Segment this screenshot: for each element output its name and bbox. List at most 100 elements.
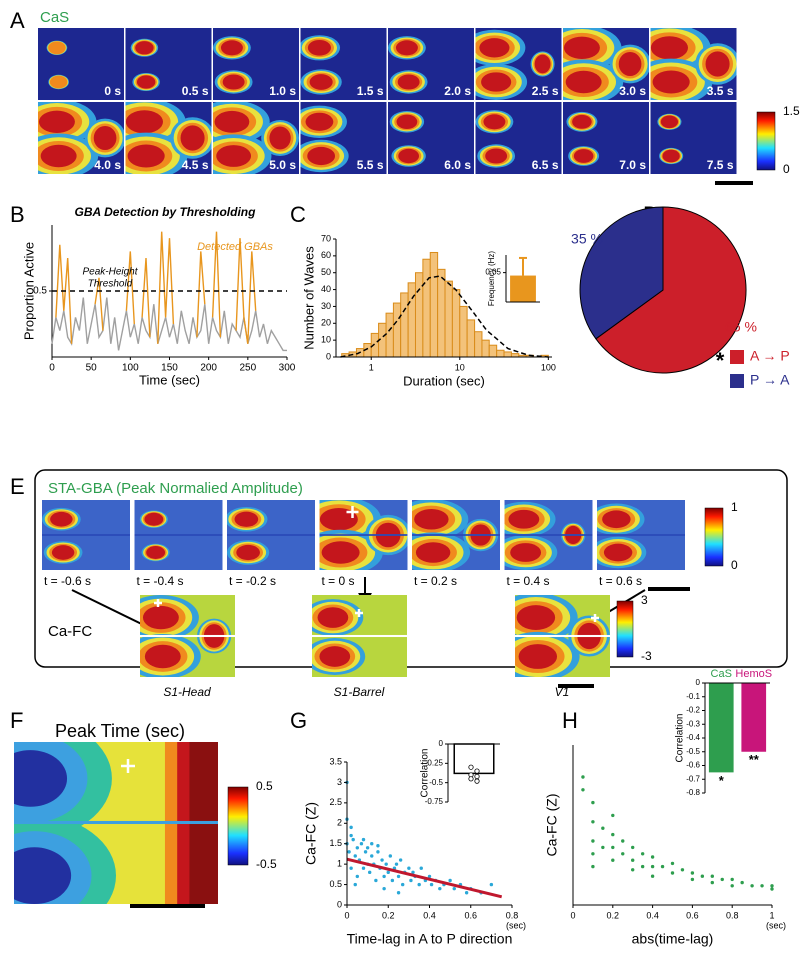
data-point <box>581 788 585 792</box>
heat-blob <box>144 512 164 526</box>
y-tick-label: -0.4 <box>686 733 700 742</box>
y-tick-label: -0.1 <box>686 692 700 701</box>
fit-curve <box>340 275 549 358</box>
colorbar-tick-label: 0 <box>731 558 738 572</box>
x-tick-label: 150 <box>161 363 178 374</box>
data-point <box>417 882 421 887</box>
x-tick-label: 0.8 <box>726 910 739 920</box>
data-point <box>700 874 705 878</box>
category-label: CaS <box>711 668 732 680</box>
y-tick-label: 3.5 <box>329 756 342 766</box>
panel-title: Peak Time (sec) <box>55 721 185 741</box>
data-point <box>438 886 442 891</box>
y-tick-label: 50 <box>321 267 331 277</box>
heat-blob <box>48 41 66 55</box>
x-tick-label: 0.4 <box>646 910 659 920</box>
heatmap <box>38 102 124 174</box>
histogram-bar <box>451 289 461 358</box>
y-tick-label: 20 <box>321 318 331 328</box>
frame-time: t = 0.4 s <box>507 574 550 588</box>
data-point <box>611 813 615 818</box>
heat-blob <box>396 114 418 130</box>
midline <box>227 534 315 536</box>
y-tick-label: -0.5 <box>429 778 443 787</box>
data-point <box>770 884 774 888</box>
heat-blob <box>180 125 205 151</box>
frame-time: 2.0 s <box>444 84 471 98</box>
data-point <box>650 855 655 859</box>
midline <box>597 534 685 536</box>
data-point <box>427 874 432 879</box>
heat-blob <box>573 149 594 163</box>
x-axis-label: Duration (sec) <box>403 373 485 388</box>
data-point <box>365 846 370 850</box>
y-tick-label: 0.5 <box>33 286 47 297</box>
frame-time: t = -0.2 s <box>229 574 276 588</box>
frame-time: t = 0.2 s <box>414 574 457 588</box>
x-tick-label: 0.2 <box>607 910 620 920</box>
y-tick-label: 2.5 <box>329 797 342 807</box>
colorbar-tick-label: 0 <box>783 162 790 176</box>
colorbar-tick-label: 0.5 <box>256 779 273 793</box>
data-point <box>690 877 695 882</box>
midline <box>412 534 500 536</box>
frame-time: t = 0 s <box>322 574 355 588</box>
panel-e-box <box>34 469 788 668</box>
y-tick-label: -0.25 <box>425 758 444 767</box>
heatmap <box>227 500 315 570</box>
panel-label: B <box>10 202 25 227</box>
heat-blob <box>660 115 679 129</box>
midline <box>42 534 130 536</box>
x-tick-label: 50 <box>86 363 98 374</box>
y-tick-label: 10 <box>321 335 331 345</box>
data-point <box>720 877 724 882</box>
heatmap <box>515 595 610 677</box>
midline <box>504 534 593 536</box>
x-tick-label: 0.6 <box>686 910 699 920</box>
heat-blob <box>216 145 252 167</box>
histogram-bar <box>496 349 505 358</box>
heatmap <box>475 102 562 174</box>
y-tick-label: -0.8 <box>686 788 700 797</box>
frame-time: 1.5 s <box>357 84 384 98</box>
heatmap <box>300 102 387 174</box>
bar <box>708 683 734 773</box>
heatmap <box>563 102 649 174</box>
heat-blob <box>397 74 420 90</box>
y-tick-label: 40 <box>321 284 331 294</box>
data-point <box>376 850 380 854</box>
histogram-bar <box>444 280 453 358</box>
y-tick-label: 30 <box>321 301 331 311</box>
legend-label: A → P <box>750 348 790 364</box>
region-label: S1-Barrel <box>334 685 385 699</box>
x-tick-label: 0.8 <box>506 910 519 920</box>
frame-time: 7.5 s <box>707 158 734 172</box>
data-point <box>621 839 625 843</box>
heat-blob <box>415 542 451 563</box>
frame-time: t = -0.4 s <box>137 574 184 588</box>
data-point <box>640 852 645 856</box>
heat-blob <box>485 148 508 164</box>
heatmap <box>312 595 407 677</box>
frame-time: 6.0 s <box>444 158 471 172</box>
frame-time: 2.5 s <box>532 84 559 98</box>
x-tick-label: 10 <box>455 362 465 372</box>
y-tick-label: 0 <box>326 351 331 361</box>
heat-blob <box>395 40 418 56</box>
y-tick-label: 0.05 <box>485 268 501 277</box>
heat-blob <box>602 510 631 529</box>
heat-blob <box>309 74 333 90</box>
data-point <box>660 864 665 869</box>
y-tick-label: 0 <box>337 899 342 909</box>
region-label: V1 <box>555 685 570 699</box>
heat-blob <box>603 543 633 562</box>
heat-blob <box>650 36 688 60</box>
data-point <box>355 846 360 850</box>
heat-blob <box>319 646 351 667</box>
histogram-bar <box>400 292 409 358</box>
y-axis-label: Ca-FC (Z) <box>544 794 560 857</box>
histogram-bar <box>488 344 498 358</box>
legend-swatch <box>730 350 744 364</box>
y-axis-label: Correlation <box>675 714 686 763</box>
heatmap <box>213 28 299 100</box>
